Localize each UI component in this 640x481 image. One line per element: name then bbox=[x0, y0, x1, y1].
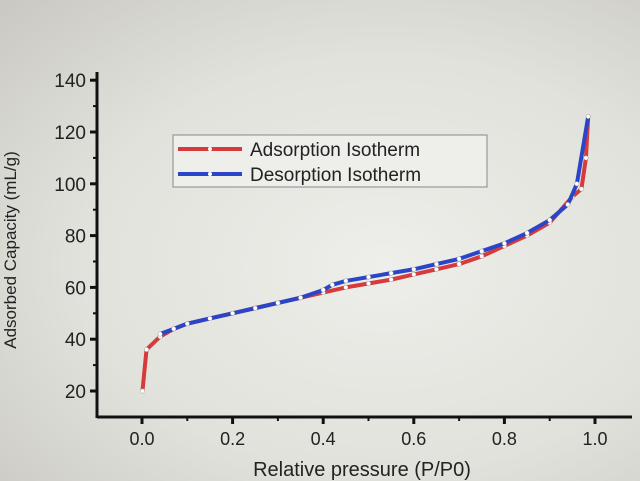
axes: 0.0 0.2 0.4 0.6 0.8 1.0 20 40 60 80 100 120 140 bbox=[54, 71, 632, 449]
data-point bbox=[343, 284, 349, 290]
legend-label-desorption: Desorption Isotherm bbox=[250, 165, 421, 186]
data-point bbox=[275, 300, 281, 306]
data-point bbox=[479, 253, 485, 259]
legend: Adsorption Isotherm Desorption Isotherm bbox=[172, 134, 488, 188]
series-lines bbox=[140, 114, 591, 394]
x-tick-label: 0.8 bbox=[492, 429, 517, 449]
data-point bbox=[565, 202, 571, 207]
data-point bbox=[456, 256, 462, 262]
data-point bbox=[411, 272, 417, 277]
data-point bbox=[479, 248, 485, 254]
data-point bbox=[388, 277, 394, 283]
y-tick-label: 80 bbox=[65, 227, 86, 248]
data-point bbox=[140, 388, 145, 394]
legend-label-adsorption: Adsorption Isotherm bbox=[250, 140, 420, 161]
data-point bbox=[157, 331, 163, 337]
y-tick-label: 20 bbox=[65, 382, 86, 403]
data-point bbox=[583, 155, 589, 161]
legend-marker-desorption bbox=[208, 172, 212, 176]
x-tick-label: 0.4 bbox=[311, 429, 336, 449]
y-tick-label: 40 bbox=[65, 330, 86, 351]
data-point bbox=[524, 230, 530, 236]
legend-box bbox=[172, 134, 488, 188]
data-point bbox=[366, 281, 371, 286]
data-point bbox=[320, 287, 326, 293]
x-tick-label: 0.6 bbox=[401, 429, 426, 449]
data-point bbox=[456, 261, 462, 267]
data-point bbox=[434, 266, 439, 272]
data-point bbox=[298, 295, 303, 301]
x-tick-label: 1.0 bbox=[582, 429, 607, 449]
data-point bbox=[547, 217, 553, 223]
data-point bbox=[411, 266, 417, 272]
legend-marker-adsorption bbox=[208, 147, 212, 151]
y-tick-label: 100 bbox=[54, 175, 86, 196]
data-point bbox=[366, 274, 371, 280]
data-point bbox=[329, 282, 335, 288]
data-point bbox=[343, 278, 349, 284]
y-axis-label: Adsorbed Capacity (mL/g) bbox=[1, 151, 20, 348]
data-point bbox=[144, 347, 149, 353]
y-tick-label: 140 bbox=[54, 71, 86, 92]
y-tick-label: 120 bbox=[54, 123, 86, 144]
data-point bbox=[434, 261, 439, 267]
x-tick-label: 0.2 bbox=[220, 429, 245, 449]
data-point bbox=[585, 114, 591, 119]
data-point bbox=[252, 305, 258, 311]
data-point bbox=[207, 316, 213, 321]
data-point bbox=[574, 181, 580, 187]
data-point bbox=[184, 321, 190, 327]
x-tick-label: 0.0 bbox=[129, 429, 154, 449]
data-point bbox=[171, 326, 177, 332]
data-point bbox=[230, 310, 236, 316]
data-point bbox=[388, 270, 394, 276]
data-point bbox=[578, 186, 584, 192]
y-tick-label: 60 bbox=[65, 278, 86, 299]
x-axis-label: Relative pressure (P/P0) bbox=[253, 459, 471, 481]
data-point bbox=[501, 240, 507, 246]
